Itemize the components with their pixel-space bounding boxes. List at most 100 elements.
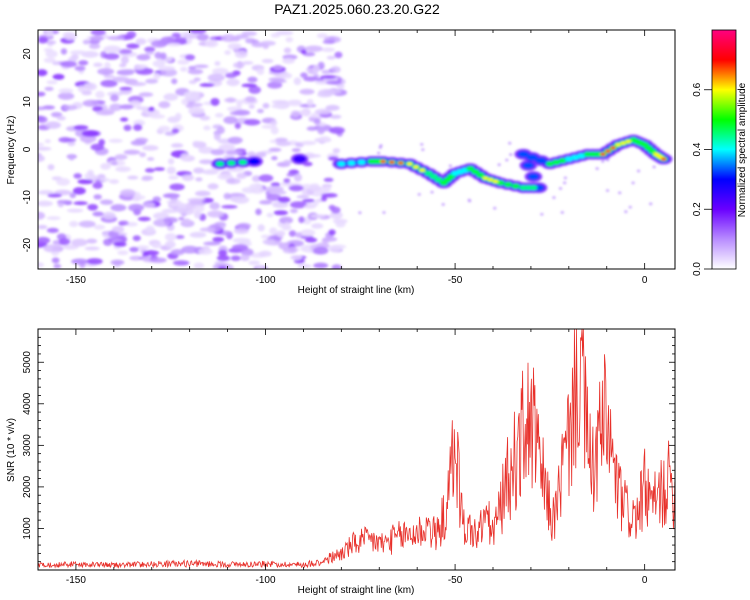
heatmap-noise-cell [82,39,90,45]
heatmap-noise-cell [312,246,329,255]
heatmap-noise-cell [46,227,59,233]
heatmap-noise-cell [136,245,150,250]
heatmap-noise-cell [210,149,225,156]
heatmap-noise-cell [178,216,185,221]
x-tick-label: -150 [66,275,86,286]
heatmap-ridge-cell [429,174,438,179]
heatmap-noise-cell [151,242,162,249]
heatmap-noise-cell [153,72,161,80]
heatmap-noise-cell [149,114,166,119]
heatmap-noise-cell [80,134,97,143]
heatmap-noise-cell [240,248,254,256]
heatmap-ridge-cell [527,173,539,180]
heatmap-noise-cell [153,212,170,220]
heatmap-noise-cell [310,214,326,218]
heatmap-noise-cell [38,142,45,147]
heatmap-noise-cell [217,173,234,180]
heatmap-noise-cell [132,235,141,242]
heatmap-ridge-cell [571,155,580,160]
heatmap-noise-cell [223,192,231,200]
heatmap-noise-cell [193,167,205,174]
heatmap-noise-cell [221,34,237,42]
heatmap-ridge-cell [600,152,606,156]
heatmap-noise-cell [261,58,274,64]
heatmap-noise-cell [288,185,304,192]
heatmap-noise-cell [95,110,114,116]
heatmap-noise-cell [92,106,104,112]
heatmap-noise-cell [236,172,247,179]
heatmap-speckle [417,193,421,196]
heatmap-ridge-cell [504,182,513,187]
heatmap-ridge-cell [492,179,499,183]
heatmap-noise-cell [247,76,258,83]
heatmap-noise-cell [38,69,48,77]
y-tick-label: 4000 [22,392,33,415]
x-tick-label: -50 [448,575,463,586]
heatmap-noise-cell [287,246,298,254]
heatmap-noise-cell [166,42,181,47]
heatmap-noise-cell [57,92,75,100]
y-tick-label: 3000 [22,434,33,457]
heatmap-noise-cell [203,241,221,246]
heatmap-noise-cell [86,238,98,244]
heatmap-noise-cell [309,185,322,192]
heatmap-noise-cell [203,125,211,131]
heatmap-noise-cell [86,258,103,265]
heatmap-noise-cell [192,140,201,147]
heatmap-speckle [505,158,509,162]
heatmap-noise-cell [110,259,125,266]
heatmap-noise-cell [271,99,289,105]
heatmap-speckle [624,210,628,213]
heatmap-noise-cell [45,50,58,58]
heatmap-noise-cell [266,212,274,218]
heatmap-noise-cell [299,88,315,95]
heatmap-ridge-cell [545,161,554,167]
colorbar-gradient [711,29,737,270]
heatmap-noise-cell [322,39,336,44]
heatmap-noise-cell [321,47,336,53]
heatmap-noise-cell [193,210,202,219]
heatmap-noise-cell [145,51,154,55]
heatmap-noise-cell [62,104,78,111]
heatmap-noise-cell [60,60,78,68]
heatmap-noise-cell [95,90,105,99]
heatmap-noise-cell [283,222,291,229]
heatmap-noise-cell [92,211,104,217]
heatmap-noise-cell [216,126,225,135]
heatmap-ridge-cell [380,159,386,164]
heatmap-noise-cell [258,250,272,257]
heatmap-noise-cell [232,62,245,69]
heatmap-noise-cell [251,175,261,182]
y-tick-label: 10 [22,96,33,108]
heatmap-noise-cell [136,54,151,61]
heatmap-noise-cell [141,175,154,181]
heatmap-noise-cell [71,258,89,265]
heatmap-noise-cell [119,63,127,68]
heatmap-noise-cell [128,203,145,212]
heatmap-noise-cell [126,43,140,49]
heatmap-noise-cell [111,226,125,233]
heatmap-noise-cell [199,227,216,232]
heatmap-noise-cell [199,115,211,121]
x-tick-label: 0 [642,575,648,586]
heatmap-speckle [508,141,512,145]
snr-x-axis: -150 -100 -50 0 [37,329,648,586]
heatmap-speckle [493,207,497,210]
heatmap-noise-cell [100,199,114,205]
heatmap-ridge-cell [482,176,489,180]
heatmap-noise-cell [38,154,45,163]
heatmap-noise-cell [298,216,305,224]
heatmap-noise-cell [233,228,249,235]
heatmap-noise-cell [212,236,225,243]
heatmap-noise-cell [78,220,96,228]
heatmap-noise-cell [115,166,131,173]
heatmap-noise-cell [46,80,58,85]
heatmap-noise-cell [38,116,48,124]
heatmap-noise-cell [97,68,115,76]
heatmap-noise-cell [81,130,99,137]
heatmap-noise-cell [180,66,188,72]
heatmap-noise-cell [225,178,241,185]
heatmap-speckle [563,176,567,180]
heatmap-ridge-cell [529,185,538,191]
heatmap-noise-cell [142,202,156,208]
